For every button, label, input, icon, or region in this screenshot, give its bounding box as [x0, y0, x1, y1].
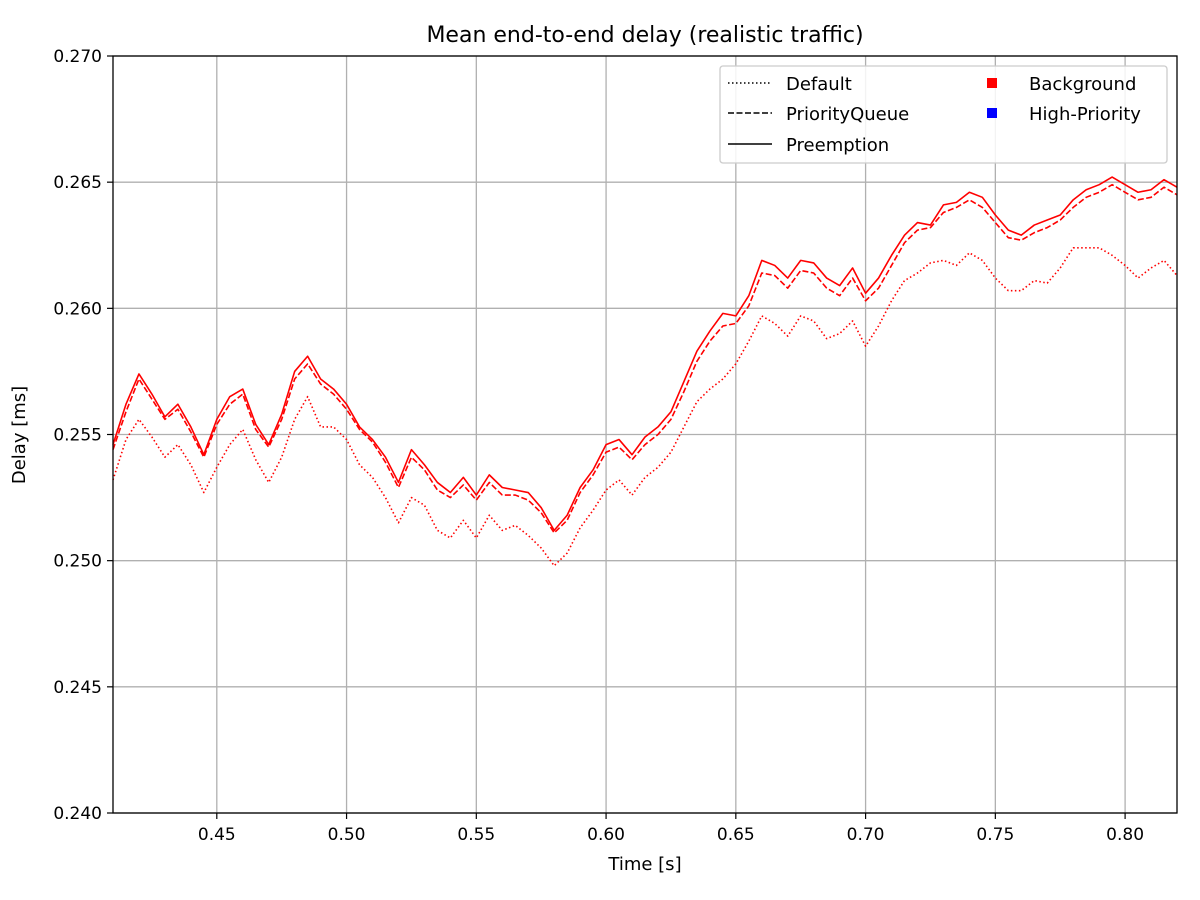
x-tick-label: 0.75: [976, 825, 1014, 845]
y-tick-label: 0.240: [53, 804, 102, 824]
y-axis-title: Delay [ms]: [9, 386, 30, 484]
x-tick-label: 0.65: [717, 825, 755, 845]
x-tick-label: 0.45: [198, 825, 236, 845]
y-tick-label: 0.255: [53, 426, 102, 446]
legend-label-default: Default: [786, 74, 852, 95]
x-tick-label: 0.60: [587, 825, 625, 845]
legend: Default PriorityQueue Preemption Backgro…: [719, 65, 1168, 164]
legend-label-priorityqueue: PriorityQueue: [786, 104, 909, 125]
legend-label-high-priority: High-Priority: [1029, 104, 1141, 125]
y-tick-label: 0.260: [53, 299, 102, 319]
x-tick-label: 0.55: [457, 825, 495, 845]
series-line-priorityqueue: [112, 183, 1178, 534]
legend-box: [719, 65, 1168, 164]
series-line-default: [112, 246, 1178, 567]
axis-ticks: 0.45 0.50 0.55 0.60 0.65 0.70 0.75 0.80 0.240 0.2…: [53, 47, 1144, 845]
y-tick-label: 0.250: [53, 552, 102, 572]
y-tick-label: 0.265: [53, 173, 102, 193]
legend-label-background: Background: [1029, 74, 1136, 95]
legend-marker-high-priority: [987, 108, 997, 118]
legend-marker-background: [987, 78, 997, 88]
y-tick-label: 0.245: [53, 678, 102, 698]
x-axis-title: Time [s]: [607, 854, 681, 875]
x-tick-label: 0.70: [847, 825, 885, 845]
series-group: [112, 176, 1178, 567]
legend-label-preemption: Preemption: [786, 135, 889, 156]
chart-title: Mean end-to-end delay (realistic traffic…: [426, 23, 863, 48]
series-line-preemption: [112, 176, 1178, 532]
x-tick-label: 0.50: [328, 825, 366, 845]
y-tick-label: 0.270: [53, 47, 102, 67]
x-tick-label: 0.80: [1106, 825, 1144, 845]
